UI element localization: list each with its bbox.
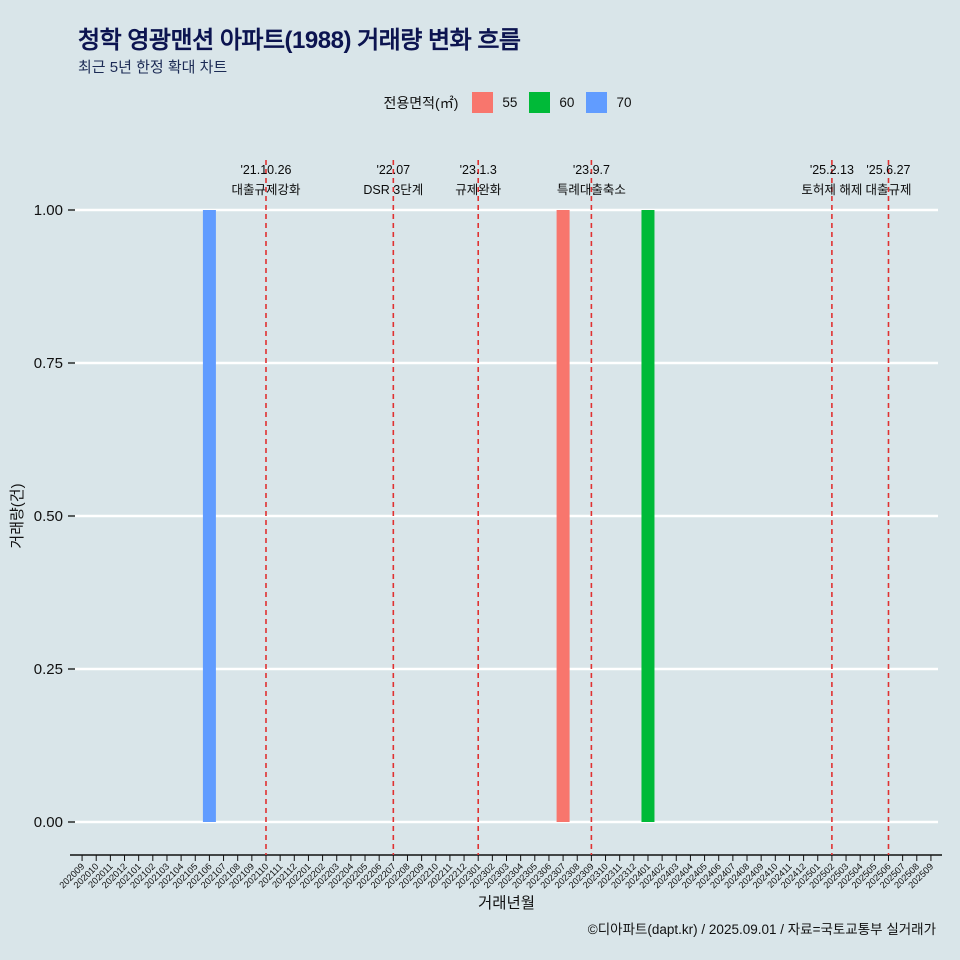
annotation-label: 토허제 해제 [801, 183, 862, 197]
legend-swatch-55 [472, 92, 494, 113]
legend-item-label-55: 55 [502, 95, 518, 110]
legend-title: 전용면적(㎡) [383, 94, 459, 111]
legend-item-70: 70 [586, 92, 631, 113]
annotation-label: 대출규제강화 [231, 183, 301, 197]
y-tick-label: 0.75 [34, 355, 63, 372]
legend-item-55: 55 [472, 92, 517, 113]
annotation-date: '25.2.13 [810, 163, 854, 177]
y-axis-title: 거래량(건) [9, 483, 26, 548]
bar-70-202106 [202, 210, 216, 822]
annotation-label: 대출규제 [865, 183, 911, 197]
page-subtitle: 최근 5년 한정 확대 차트 [78, 59, 228, 76]
bar-chart-canvas: 0.000.250.500.751.0020200920201020201120… [9, 160, 942, 912]
annotation-label: DSR 3단계 [363, 183, 423, 197]
legend-swatch-60 [529, 92, 551, 113]
annotation-date: '21.10.26 [240, 163, 291, 177]
annotation-date: '25.6.27 [866, 163, 910, 177]
y-tick-label: 0.50 [34, 508, 63, 525]
page-title: 청학 영광맨션 아파트(1988) 거래량 변화 흐름 [78, 27, 521, 54]
x-axis-title: 거래년월 [478, 894, 535, 912]
annotation-date: '22.07 [376, 163, 410, 177]
legend-swatch-70 [586, 92, 608, 113]
annotation-label: 특례대출축소 [557, 183, 626, 197]
y-tick-label: 0.00 [34, 814, 63, 831]
bar-55-202307 [556, 210, 570, 822]
bar-60-202401 [641, 210, 655, 822]
legend-item-label-70: 70 [616, 95, 632, 110]
annotation-date: '23.9.7 [573, 163, 610, 177]
footer-credit: ©디아파트(dapt.kr) / 2025.09.01 / 자료=국토교통부 실… [587, 922, 936, 937]
y-tick-label: 1.00 [34, 202, 63, 219]
y-tick-label: 0.25 [34, 661, 63, 678]
chart-area: 0.00 0.25 0.50 0.75 1.00 202009 202010 202011 20… [0, 130, 960, 930]
annotation-date: '23.1.3 [460, 163, 497, 177]
legend-item-label-60: 60 [559, 95, 575, 110]
legend-item-60: 60 [529, 92, 574, 113]
legend: 전용면적(㎡) 55 60 70 [75, 92, 940, 113]
annotation-label: 규제완화 [455, 183, 502, 197]
